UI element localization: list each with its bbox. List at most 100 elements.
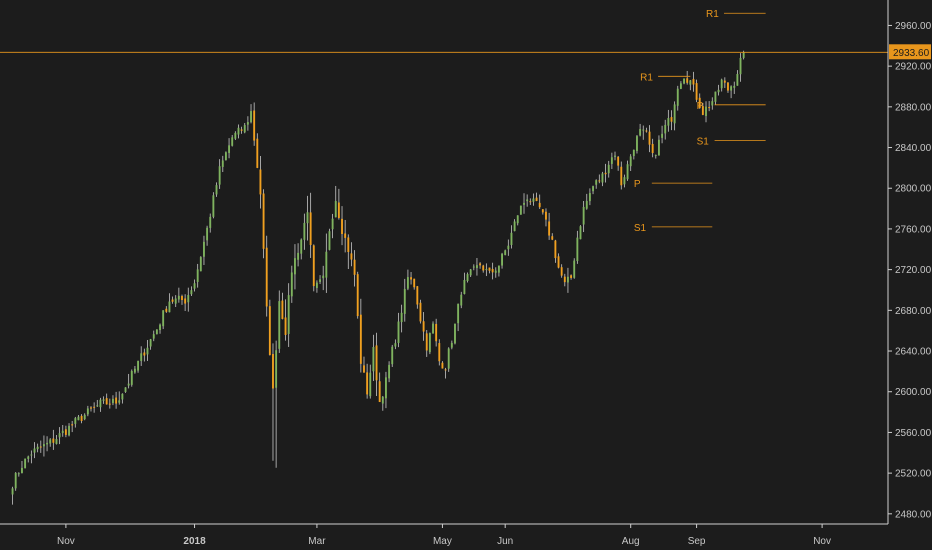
candle-body-down	[554, 240, 557, 259]
candle	[705, 101, 707, 123]
candle	[469, 268, 472, 277]
candle-body-up	[42, 444, 45, 447]
candle-body-up	[676, 88, 679, 106]
candle	[174, 295, 177, 308]
candle-body-up	[705, 106, 707, 117]
candle	[350, 242, 353, 267]
candle	[281, 292, 284, 320]
candle-body-down	[422, 321, 425, 332]
candle	[479, 262, 482, 269]
candle	[457, 303, 460, 332]
candle-body-down	[378, 381, 381, 403]
candle	[557, 253, 560, 269]
pivot-level-label: R1	[706, 9, 719, 20]
candle	[679, 81, 682, 90]
candle-body-down	[80, 415, 83, 422]
candle	[692, 71, 695, 92]
candle-body-down	[259, 169, 262, 195]
candle-body-up	[112, 398, 114, 404]
candle-body-up	[127, 383, 130, 386]
candle-body-up	[334, 200, 337, 218]
pivot-level-label: P	[634, 179, 641, 190]
candle-body-up	[102, 399, 105, 401]
candle	[563, 273, 566, 287]
candle-body-up	[585, 200, 588, 209]
y-tick-label: 2680.00	[895, 306, 932, 317]
candle-body-up	[294, 258, 296, 275]
candle	[203, 235, 205, 266]
candle-body-up	[664, 124, 667, 134]
candle-body-up	[526, 199, 529, 202]
candle	[683, 78, 685, 85]
candle-body-up	[636, 136, 638, 151]
candle	[488, 267, 491, 274]
candle	[636, 135, 638, 154]
candle-body-up	[381, 396, 384, 404]
candle-body-up	[579, 226, 582, 240]
candle	[193, 279, 196, 292]
candle-body-up	[140, 353, 143, 362]
y-tick-label: 2880.00	[895, 102, 932, 113]
candle-body-down	[444, 369, 447, 371]
candle	[234, 131, 237, 141]
candle-body-down	[64, 429, 67, 435]
candle-body-down	[598, 180, 601, 182]
candle-body-up	[679, 83, 682, 89]
candle-body-down	[416, 286, 419, 305]
candle-body-down	[93, 406, 96, 408]
candle	[504, 249, 507, 256]
candle	[300, 238, 303, 260]
candle-body-up	[196, 269, 199, 282]
candle	[246, 116, 249, 131]
candle	[184, 294, 187, 311]
x-tick-label: May	[433, 536, 452, 547]
candle	[727, 81, 729, 93]
candle	[294, 244, 296, 290]
pivot-level-label: R1	[640, 72, 653, 83]
candle-body-up	[450, 342, 453, 348]
candle-body-down	[692, 78, 695, 85]
candle	[90, 406, 92, 412]
candle-body-up	[592, 186, 594, 192]
candle-body-up	[278, 301, 281, 349]
candle	[579, 225, 582, 240]
candle	[14, 472, 17, 491]
candle-body-down	[441, 362, 444, 369]
candle-body-up	[639, 128, 642, 136]
candle	[287, 283, 290, 347]
y-tick-label: 2520.00	[895, 469, 932, 480]
candle-body-down	[344, 233, 347, 238]
candle-body-down	[488, 267, 491, 271]
candle	[30, 450, 33, 464]
candle	[121, 393, 124, 404]
candle-body-down	[604, 172, 607, 175]
candle	[664, 119, 667, 140]
candle	[482, 264, 485, 273]
candle-body-up	[742, 52, 745, 58]
candle	[438, 339, 441, 366]
candle	[582, 201, 585, 233]
candle	[74, 416, 77, 428]
candle	[115, 391, 118, 409]
candle	[686, 70, 689, 85]
candle	[275, 340, 278, 468]
candle-body-up	[300, 239, 303, 254]
candle	[17, 472, 20, 477]
candle-body-down	[363, 365, 365, 373]
candle-body-up	[74, 418, 77, 424]
candle	[466, 272, 469, 283]
candle	[736, 70, 739, 86]
candle	[127, 373, 130, 389]
candle-body-up	[209, 216, 212, 228]
candle-body-up	[466, 274, 469, 282]
candle-body-up	[250, 111, 252, 123]
candle	[601, 171, 604, 187]
candle	[240, 126, 243, 134]
candle-body-down	[171, 299, 174, 302]
candle	[507, 239, 510, 256]
candle-body-down	[670, 117, 673, 122]
candle	[319, 275, 321, 285]
candle-body-up	[657, 139, 660, 156]
candle	[447, 347, 450, 372]
candle-body-down	[309, 212, 312, 245]
